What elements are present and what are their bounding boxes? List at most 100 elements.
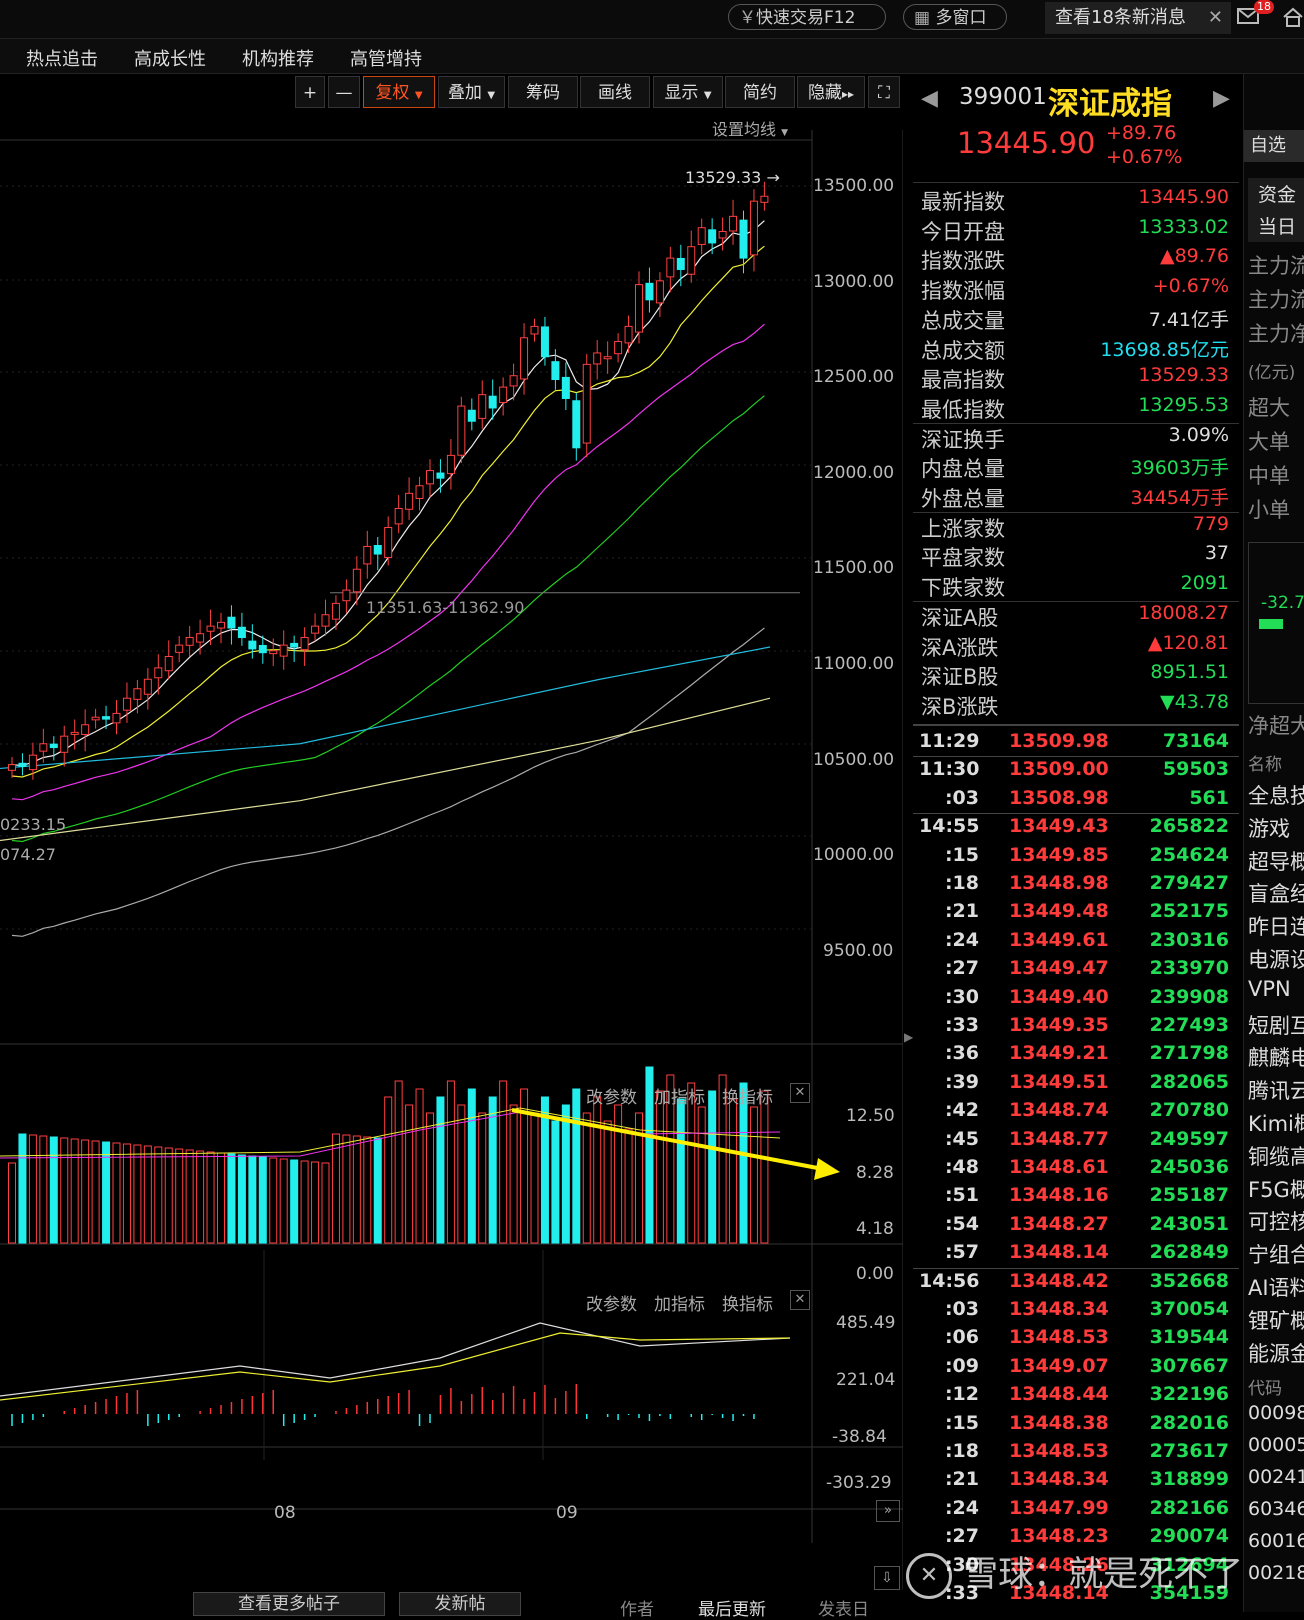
zoom-in-button[interactable]: + bbox=[295, 76, 325, 108]
close-icon[interactable]: ✕ bbox=[790, 1083, 810, 1103]
sector-item[interactable]: 宁组合 bbox=[1248, 1243, 1304, 1268]
nav-item-executive[interactable]: 高管增持 bbox=[350, 49, 422, 70]
sector-item[interactable]: 腾讯云 bbox=[1248, 1079, 1304, 1104]
sector-item[interactable]: F5G概 bbox=[1248, 1177, 1304, 1202]
fullscreen-icon[interactable]: ⛶ bbox=[868, 76, 900, 108]
tick-time: :30 bbox=[944, 1553, 979, 1576]
mail-icon[interactable] bbox=[1236, 4, 1262, 28]
volume-bar bbox=[645, 1066, 654, 1244]
candle-body bbox=[185, 637, 194, 646]
sector-item[interactable]: 超导概 bbox=[1248, 849, 1304, 874]
chips-button[interactable]: 筹码 bbox=[508, 76, 578, 108]
candle-body bbox=[415, 485, 424, 499]
sector-item[interactable]: 可控核 bbox=[1248, 1210, 1304, 1235]
tab-funds[interactable]: 资金 当日 bbox=[1248, 178, 1304, 242]
candle-body bbox=[143, 678, 152, 695]
quote-label: 最新指数 bbox=[921, 190, 1005, 214]
sector-item[interactable]: AI语料 bbox=[1248, 1276, 1304, 1300]
more-posts-button[interactable]: 查看更多帖子 bbox=[193, 1592, 385, 1616]
home-icon[interactable] bbox=[1282, 6, 1304, 32]
hide-button[interactable]: 隐藏▸▸ bbox=[797, 76, 865, 108]
col-post-date[interactable]: 发表日 bbox=[818, 1600, 869, 1620]
y-tick: 13500.00 bbox=[813, 176, 895, 196]
multi-window-button[interactable]: ▦ 多窗口 bbox=[903, 4, 1007, 30]
macd-add-indicator-button[interactable]: 加指标 bbox=[654, 1295, 705, 1315]
download-icon[interactable]: ⇩ bbox=[874, 1566, 900, 1590]
macd-y-tick: -38.84 bbox=[832, 1427, 887, 1447]
messages-button[interactable]: 查看18条新消息 ✕ bbox=[1045, 2, 1231, 34]
macd-switch-indicator-button[interactable]: 换指标 bbox=[722, 1295, 773, 1315]
flow-label: 主力流 bbox=[1248, 288, 1304, 312]
collapse-panel-icon[interactable]: ▶ bbox=[904, 1030, 914, 1044]
code-item[interactable]: 00218 bbox=[1248, 1562, 1304, 1584]
sector-item[interactable]: 全息技 bbox=[1248, 784, 1304, 808]
col-author[interactable]: 作者 bbox=[620, 1600, 654, 1620]
code-item[interactable]: 00005 bbox=[1248, 1434, 1304, 1456]
sector-item[interactable]: Kimi概 bbox=[1248, 1112, 1304, 1136]
close-icon[interactable]: ✕ bbox=[1207, 7, 1223, 28]
message-count-badge: 18 bbox=[1254, 0, 1274, 14]
tick-volume: 318899 bbox=[1149, 1468, 1229, 1491]
candle-body bbox=[91, 716, 100, 721]
quote-value: 8951.51 bbox=[1150, 661, 1229, 684]
ma-setting-button[interactable]: 设置均线 ▼ bbox=[712, 116, 788, 140]
code-item[interactable]: 60346 bbox=[1248, 1498, 1304, 1520]
candle-body bbox=[561, 376, 570, 399]
sector-item[interactable]: 电源设 bbox=[1248, 948, 1304, 972]
scroll-right-icon[interactable]: » bbox=[876, 1500, 900, 1522]
vol-switch-indicator-button[interactable]: 换指标 bbox=[722, 1088, 773, 1108]
nav-item-institution[interactable]: 机构推荐 bbox=[242, 49, 314, 70]
sector-item[interactable]: 能源金 bbox=[1248, 1341, 1304, 1366]
tick-row: 11:30 13509.00 59503 bbox=[913, 756, 1239, 787]
watchlist-button[interactable]: 自选 bbox=[1244, 130, 1304, 162]
volume-bar bbox=[624, 1128, 633, 1244]
new-post-button[interactable]: 发新帖 bbox=[399, 1592, 521, 1616]
sector-item[interactable]: 短剧互 bbox=[1248, 1013, 1304, 1038]
tick-time: :57 bbox=[944, 1241, 979, 1264]
code-item[interactable]: 00241 bbox=[1248, 1466, 1304, 1488]
quick-trade-button[interactable]: ￥快速交易F12 bbox=[728, 4, 886, 30]
overlay-button[interactable]: 叠加 ▼ bbox=[438, 76, 505, 108]
tick-price: 13448.42 bbox=[1009, 1269, 1109, 1292]
sector-item[interactable]: 游戏 bbox=[1248, 816, 1290, 841]
tick-price: 13448.16 bbox=[1009, 1184, 1109, 1207]
kline-chart[interactable] bbox=[0, 130, 903, 1590]
candle-body bbox=[394, 508, 403, 525]
nav-item-hot[interactable]: 热点追击 bbox=[26, 49, 98, 70]
candle-body bbox=[122, 697, 131, 711]
sector-item[interactable]: 锂矿概 bbox=[1248, 1308, 1304, 1333]
macd-edit-params-button[interactable]: 改参数 bbox=[586, 1295, 637, 1315]
simple-button[interactable]: 简约 bbox=[725, 76, 795, 108]
macd-y-tick: 221.04 bbox=[836, 1370, 896, 1390]
close-icon[interactable]: ✕ bbox=[790, 1290, 810, 1310]
price-change-pct: +0.67% bbox=[1106, 146, 1183, 168]
col-last-update[interactable]: 最后更新 bbox=[698, 1600, 766, 1620]
candle-body bbox=[258, 644, 267, 654]
code-item[interactable]: 60016 bbox=[1248, 1530, 1304, 1552]
vol-edit-params-button[interactable]: 改参数 bbox=[586, 1088, 637, 1108]
code-item[interactable]: 00098 bbox=[1248, 1402, 1304, 1424]
vol-add-indicator-button[interactable]: 加指标 bbox=[654, 1088, 705, 1108]
vol-y-tick: 0.00 bbox=[856, 1264, 894, 1284]
sector-item[interactable]: 盲盒经 bbox=[1248, 882, 1304, 907]
candle-body bbox=[405, 492, 414, 510]
y-tick: 9500.00 bbox=[823, 941, 894, 961]
display-button[interactable]: 显示 ▼ bbox=[653, 76, 723, 108]
volume-bar bbox=[143, 1145, 152, 1244]
draw-line-button[interactable]: 画线 bbox=[580, 76, 650, 108]
sector-item[interactable]: VPN bbox=[1248, 976, 1291, 1001]
moving-average-line bbox=[11, 323, 765, 801]
sector-item[interactable]: 麒麟电 bbox=[1248, 1046, 1304, 1071]
nav-item-growth[interactable]: 高成长性 bbox=[134, 49, 206, 70]
zoom-out-button[interactable]: — bbox=[328, 76, 360, 108]
tick-volume: 239908 bbox=[1149, 985, 1229, 1008]
prev-stock-icon[interactable]: ◀ bbox=[921, 86, 938, 111]
restore-rights-button[interactable]: 复权 ▼ bbox=[363, 76, 435, 108]
size-label: 中单 bbox=[1248, 464, 1290, 488]
next-stock-icon[interactable]: ▶ bbox=[1213, 86, 1230, 111]
quote-row: 深A涨跌 ▲120.81 bbox=[913, 632, 1239, 662]
tick-row: :12 13448.44 322196 bbox=[913, 1383, 1239, 1412]
sector-item[interactable]: 铜缆高 bbox=[1248, 1144, 1304, 1169]
sector-item[interactable]: 昨日连 bbox=[1248, 915, 1304, 940]
tick-row: :21 13448.34 318899 bbox=[913, 1468, 1239, 1497]
